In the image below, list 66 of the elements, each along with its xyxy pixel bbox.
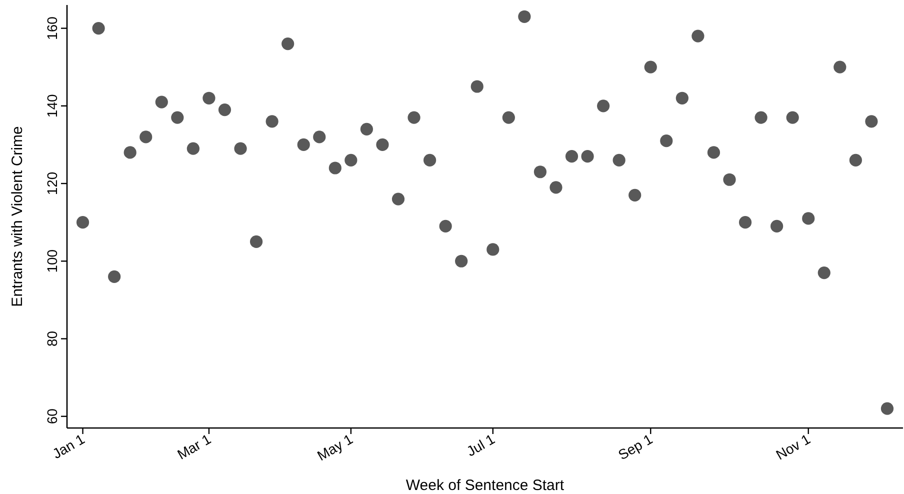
x-tick-label: Jul 1 [464,430,498,460]
y-tick-label: 100 [44,249,60,273]
point [250,235,263,248]
point [692,30,704,42]
point [865,115,878,128]
point [628,188,642,202]
point [770,220,784,232]
x-tick-label: Nov 1 [773,430,814,463]
point [344,154,358,167]
point [849,154,862,167]
point [108,270,121,283]
point [266,115,278,128]
y-tick-label: 60 [44,408,60,424]
point [392,192,405,206]
y-tick-label: 80 [44,330,60,347]
x-tick-label: May 1 [314,430,356,464]
y-tick-label: 140 [44,94,60,118]
point [313,130,326,144]
point [754,111,768,124]
point [124,146,136,159]
point [202,92,216,104]
point [786,111,799,124]
point [612,154,626,167]
point [818,266,830,280]
point [76,216,90,229]
point [140,130,152,144]
point [408,111,420,124]
point [676,92,688,104]
point [439,220,452,232]
point [502,111,515,124]
point [565,150,578,163]
point [644,60,657,74]
y-axis-title: Entrants with Violent Crime [9,126,26,307]
x-axis-title: Week of Sentence Start [406,477,565,494]
point [880,402,894,415]
point [550,181,562,194]
x-tick-label: Jan 1 [50,430,88,462]
point [155,96,168,108]
x-tick-label: Sep 1 [615,430,656,463]
x-tick-label: Mar 1 [174,430,214,462]
point [581,150,594,163]
point [234,142,247,155]
point [360,122,373,136]
y-tick-label: 160 [44,16,60,40]
point [802,212,815,225]
point [470,80,484,93]
point [834,60,846,74]
point [738,216,752,229]
point [518,10,531,23]
point [423,154,436,167]
point [597,100,610,112]
point [171,111,184,124]
point [376,138,389,152]
point [92,22,105,35]
point [486,243,500,256]
point [723,173,736,186]
point [455,254,468,268]
point [534,166,547,178]
point [186,142,200,155]
point [297,138,310,152]
point [660,134,673,148]
y-tick-label: 120 [44,172,60,196]
point [218,103,232,116]
point [282,38,294,50]
point [328,162,342,174]
point [707,146,720,159]
